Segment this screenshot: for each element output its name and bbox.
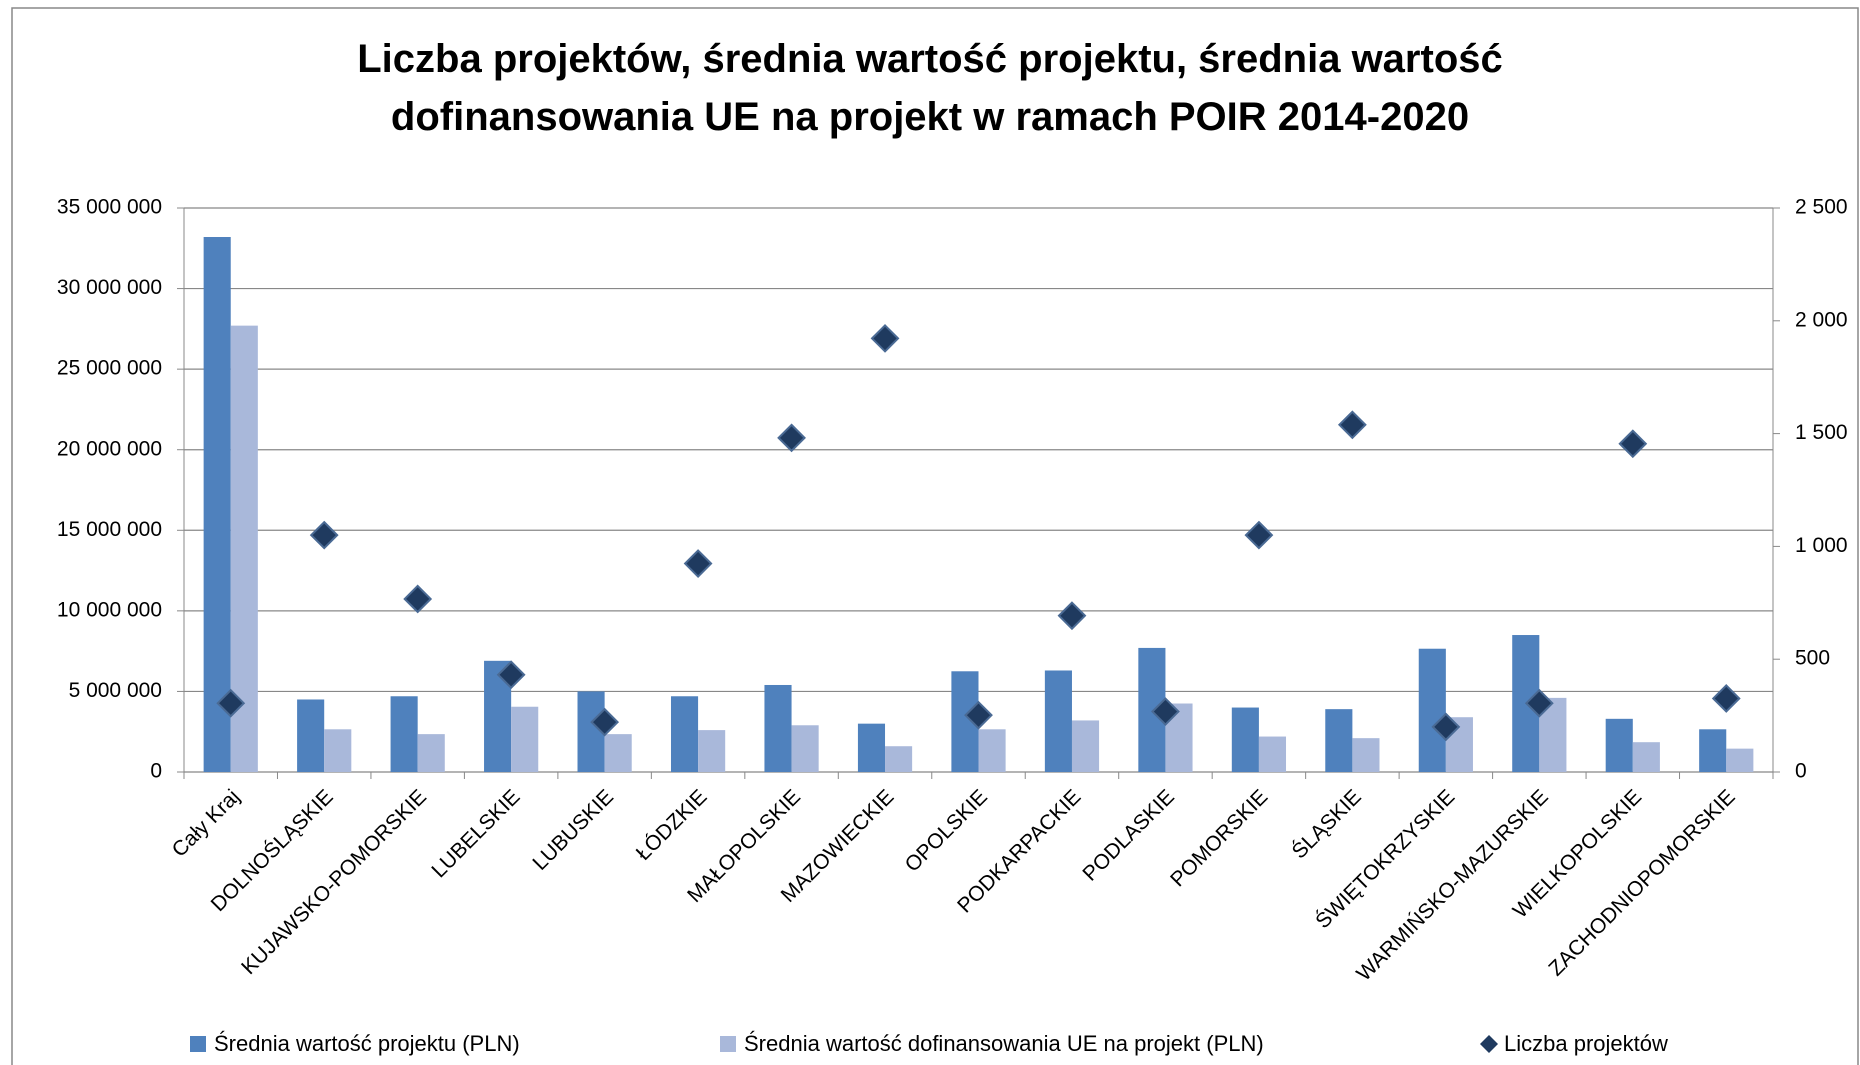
diamond-marker [1524,688,1554,718]
bar [698,730,726,772]
bar [1726,748,1754,772]
x-tick-label: ŁÓDZKIE [632,785,712,865]
bar [670,696,699,772]
bar [764,684,792,772]
y2-tick-label: 2 000 [1795,308,1848,331]
x-tick-label: LUBUSKIE [528,785,618,875]
diamond-marker [683,549,713,578]
y2-tick-label: 1 500 [1795,421,1848,444]
diamond-marker [403,584,433,614]
diamond-marker [1244,520,1274,550]
diamond-marker [870,323,900,353]
legend-marker [1480,1035,1498,1053]
diamond-marker [1151,697,1180,726]
y-tick-label: 20 000 000 [57,437,162,460]
diamond-marker [216,688,246,718]
x-tick-label: PODLASKIE [1078,785,1178,885]
bar [390,696,418,772]
chart-border [11,7,1859,1065]
legend-label: Średnia wartość dofinansowania UE na pro… [744,1031,1264,1056]
legend-item: Liczba projektów [1480,1031,1668,1056]
bar [604,734,632,772]
diamond-marker [1431,712,1461,742]
bar [1605,718,1633,772]
legend-item: Średnia wartość dofinansowania UE na pro… [720,1031,1264,1056]
bar [1231,707,1259,772]
bar [1071,720,1100,772]
diamond-marker [1337,410,1367,440]
bar [1418,648,1446,772]
diamond-marker [777,423,806,453]
x-tick-label: ZACHODNIOPOMORSKIE [1544,785,1739,980]
diamond-marker [1711,684,1741,713]
chart-title: Liczba projektów, średnia wartość projek… [357,37,1503,139]
legend-marker [720,1036,736,1052]
y-tick-label: 5 000 000 [69,679,162,702]
bar [885,746,913,772]
legend-label: Liczba projektów [1504,1031,1668,1056]
diamond-marker [590,707,620,737]
bar [203,237,231,772]
y2-tick-label: 2 500 [1795,196,1848,219]
y2-tick-label: 500 [1795,647,1830,670]
legend-label: Średnia wartość projektu (PLN) [214,1031,520,1056]
bar [978,729,1006,772]
y-tick-label: 0 [150,760,162,783]
diamond-marker [1618,429,1648,459]
y-tick-label: 15 000 000 [57,518,162,541]
x-tick-label: POMORSKIE [1166,785,1272,891]
bar [1325,709,1353,772]
diamond-marker [964,700,993,730]
y-tick-label: 10 000 000 [57,598,162,621]
x-tick-label: OPOLSKIE [901,785,992,876]
bar [324,729,352,772]
legend-marker [190,1036,206,1052]
y2-tick-label: 0 [1795,760,1807,783]
bar [511,706,539,772]
bar [791,725,819,772]
y-tick-label: 35 000 000 [57,196,162,219]
bar [417,734,445,772]
bar [1258,736,1287,772]
x-tick-label: Cały Kraj [168,785,245,862]
x-tick-label: LUBELSKIE [427,785,524,882]
bar [1044,670,1072,772]
x-tick-label: WARMIŃSKO-MAZURSKIE [1352,785,1553,986]
bar [1699,729,1727,772]
bar [1632,742,1660,772]
diamond-marker [309,520,339,550]
diamond-marker [1057,601,1087,631]
bar [857,723,886,772]
y-tick-label: 25 000 000 [57,357,162,380]
x-tick-label: ŚLĄSKIE [1287,784,1366,863]
bar [1352,738,1380,772]
x-tick-label: KUJAWSKO-POMORSKIE [237,785,431,979]
diamond-marker [496,660,526,690]
y-tick-label: 30 000 000 [57,276,162,299]
legend-item: Średnia wartość projektu (PLN) [190,1031,520,1056]
bar [297,699,325,772]
y2-tick-label: 1 000 [1795,534,1848,557]
